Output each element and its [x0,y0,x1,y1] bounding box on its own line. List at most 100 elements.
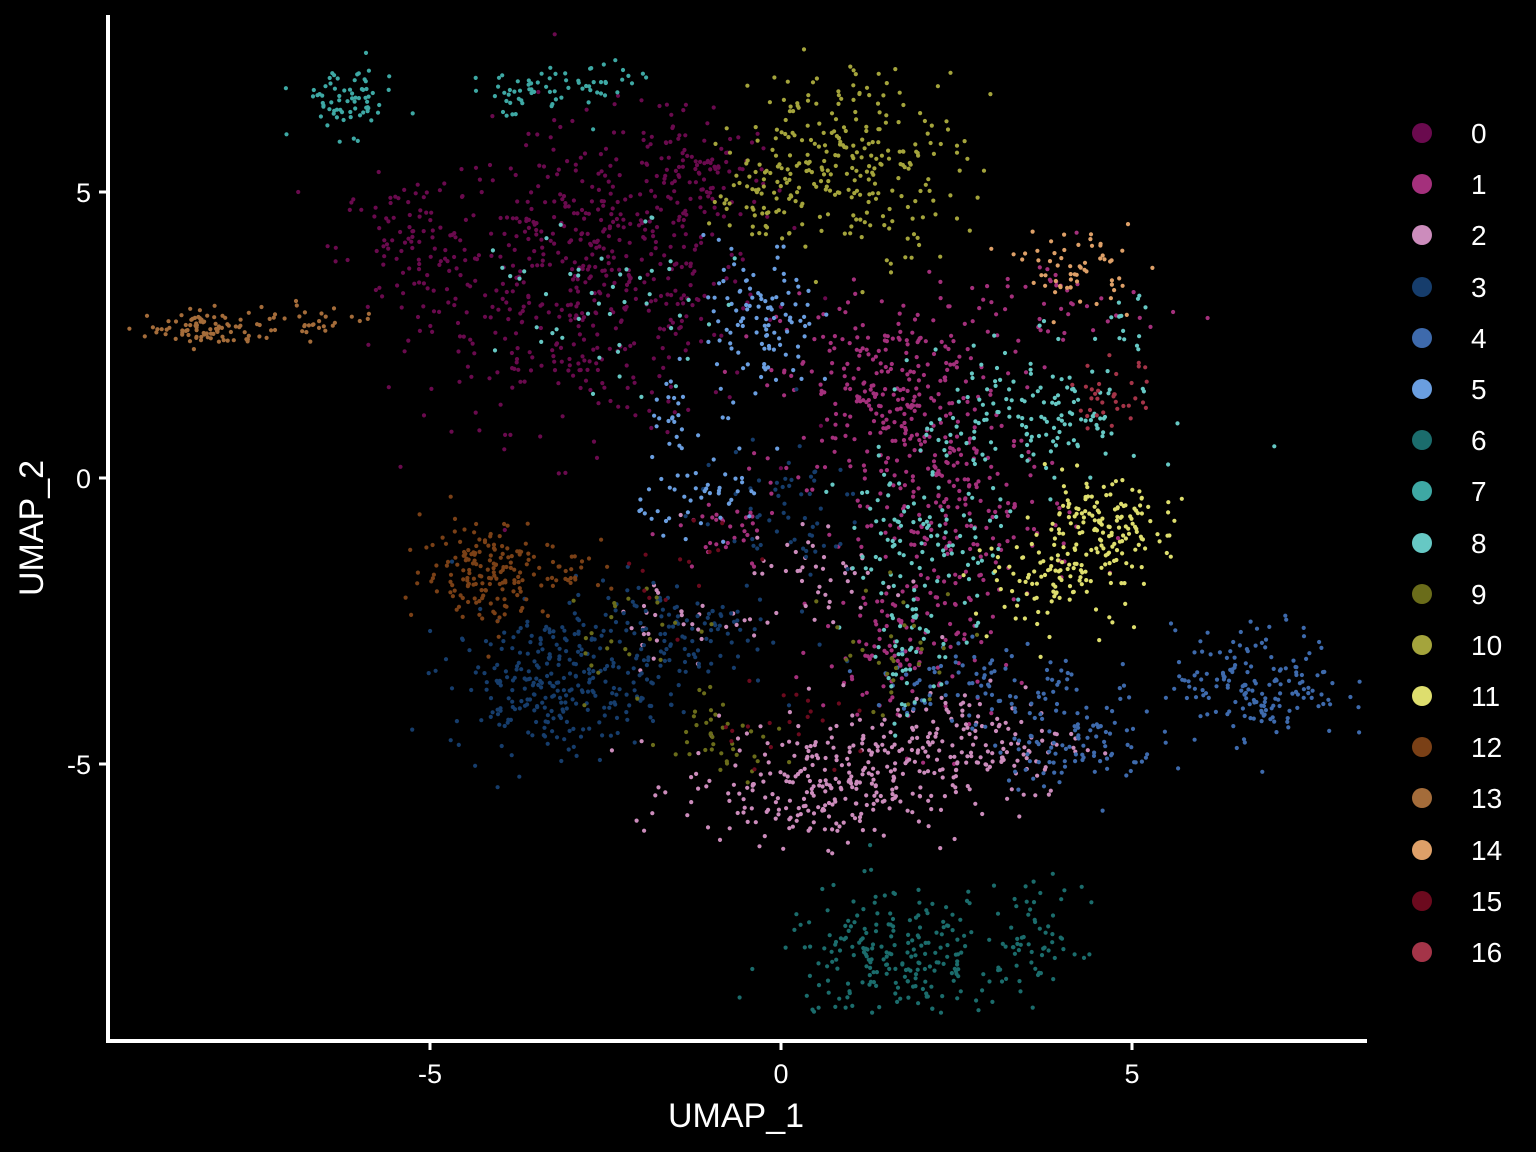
data-point [530,355,535,360]
data-point [914,432,920,437]
data-point [873,196,879,201]
data-point [615,90,620,95]
data-point [837,996,842,1001]
data-point [1278,691,1283,696]
data-point [917,769,922,774]
data-point [794,675,799,680]
data-point [1176,766,1181,771]
data-point [1108,296,1113,301]
data-point [403,595,408,600]
data-point [1025,752,1030,757]
data-point [466,557,471,562]
data-point [1163,695,1168,700]
data-point [625,717,630,722]
data-point [357,318,362,324]
data-point [675,473,680,478]
data-point [410,727,415,732]
data-point [854,117,859,122]
data-point [792,225,797,231]
data-point [774,295,779,300]
data-point [888,570,893,575]
data-point [1124,561,1129,566]
data-point [639,394,644,399]
data-point [1171,309,1176,315]
data-point [922,770,927,775]
data-point [929,534,934,539]
data-point [835,625,840,630]
data-point [410,111,415,116]
data-point [710,608,715,614]
data-point [875,798,880,803]
data-point [794,692,799,697]
data-point [850,944,855,949]
data-point [805,774,811,779]
data-point [983,724,988,729]
data-point [554,341,560,346]
data-point [936,437,941,443]
data-point [550,544,555,549]
data-point [778,318,783,324]
data-point [1116,300,1121,305]
data-point [772,75,777,80]
data-point [1130,487,1135,492]
data-point [1055,435,1060,441]
data-point [892,653,897,658]
data-point [838,541,843,547]
data-point [508,717,513,723]
data-point [912,700,917,705]
data-point [651,656,656,661]
legend-swatch [1412,378,1432,399]
data-point [785,542,790,548]
data-point [720,604,725,610]
data-point [965,562,971,568]
data-point [1022,399,1027,404]
data-point [581,263,586,268]
data-point [1009,741,1014,746]
data-point [745,307,750,312]
data-point [472,351,477,356]
data-point [650,811,655,816]
data-point [748,506,753,511]
data-point [972,654,977,660]
data-point [701,232,706,238]
data-point [520,578,525,583]
data-point [879,591,884,596]
data-point [585,707,590,713]
data-point [931,641,937,646]
data-point [867,748,872,753]
data-point [961,513,967,518]
data-point [564,78,569,83]
data-point [602,93,608,98]
data-point [445,559,451,565]
data-point [352,99,357,104]
data-point [865,947,870,952]
data-point [780,742,785,748]
data-point [865,449,870,454]
data-point [928,590,933,596]
data-point [998,497,1003,502]
data-point [870,946,875,951]
data-point [609,657,615,662]
data-point [769,368,774,373]
data-point [676,413,681,418]
data-point [1017,814,1022,819]
data-point [1242,740,1247,745]
data-point [869,781,875,786]
data-point [1010,589,1015,594]
data-point [911,707,916,712]
data-point [902,411,907,417]
data-point [552,368,558,373]
data-point [943,521,948,526]
data-point [784,806,789,811]
data-point [799,609,805,614]
x-axis-title: UMAP_1 [668,1097,804,1135]
data-point [913,984,918,989]
data-point [861,736,866,741]
data-point [512,366,517,371]
data-point [898,624,903,629]
data-point [516,580,521,585]
data-point [947,304,952,309]
data-point [1140,386,1145,391]
data-point [1078,408,1083,413]
legend-label: 3 [1471,271,1487,303]
